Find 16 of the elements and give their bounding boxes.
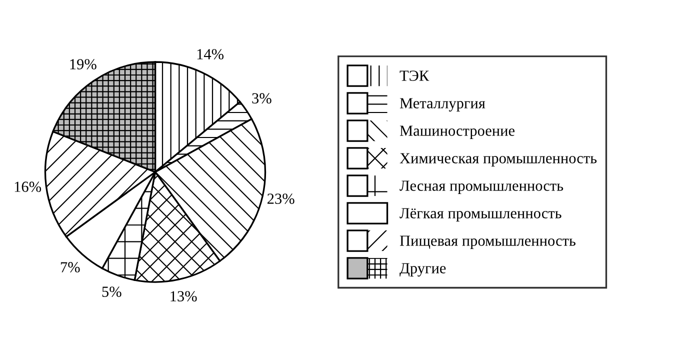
data-label: 19% <box>70 59 96 70</box>
data-label: 7% <box>60 262 80 272</box>
data-label: 23% <box>268 194 294 204</box>
legend-label: Другие <box>400 263 446 277</box>
legend-label: ТЭК <box>400 70 430 81</box>
legend-label: Химическая промышленность <box>400 153 597 166</box>
data-label: 5% <box>102 286 122 297</box>
data-label: 13% <box>170 291 197 302</box>
legend-label: Машиностроение <box>400 126 515 139</box>
legend-label: Металлургия <box>400 98 486 112</box>
legend-label: Лесная промышленность <box>400 180 564 194</box>
data-label: 3% <box>252 93 272 104</box>
legend-label: Лёгкая промышленность <box>400 208 562 222</box>
data-label: 14% <box>197 49 224 60</box>
legend-label: Пищевая промышленность <box>400 236 576 249</box>
data-label: 16% <box>14 182 42 192</box>
